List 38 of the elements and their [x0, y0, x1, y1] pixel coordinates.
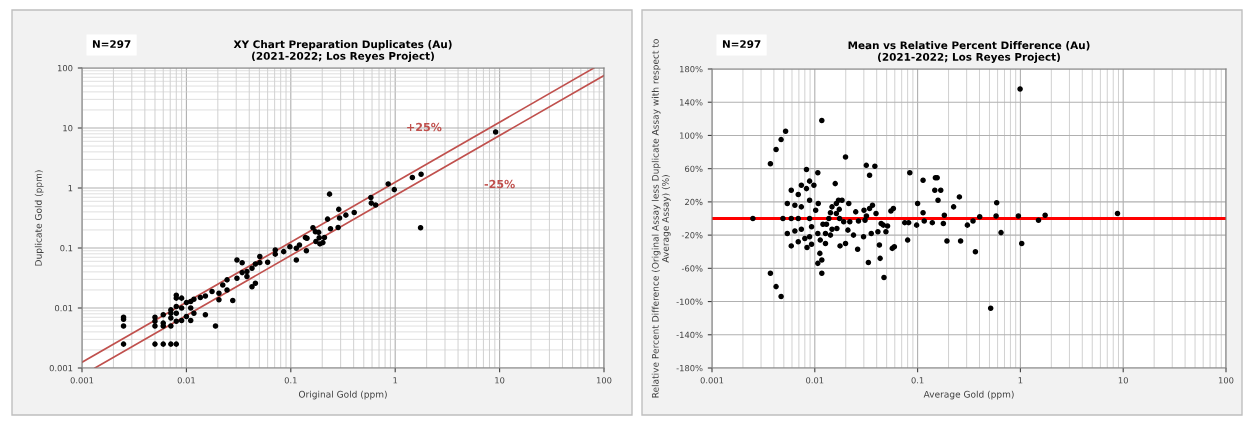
y-axis-title: Relative Percent Difference (Original Assay less Duplicate Assay with respect to Average Assay) (%) [651, 39, 671, 398]
y-tick-label: 100% [680, 132, 703, 139]
x-tick-label: 10 [1118, 377, 1128, 384]
chart-title: Mean vs Relative Percent Difference (Au) (2021-2022; Los Reyes Project) [848, 41, 1090, 63]
x-tick-label: 1 [393, 377, 398, 384]
y-tick-label: 1 [68, 185, 73, 192]
x-axis-title: Original Gold (ppm) [298, 390, 387, 400]
y-tick-label: 0.01 [54, 304, 73, 312]
x-tick-label: 100 [1218, 377, 1234, 384]
x-tick-label: 0.1 [284, 377, 297, 384]
y-tick-label: 180% [680, 65, 703, 73]
annotation: -25% [484, 179, 515, 189]
x-tick-label: 0.1 [911, 377, 924, 384]
x-tick-label: 10 [495, 377, 505, 384]
x-tick-label: 0.001 [70, 377, 94, 384]
y-tick-label: 0.001 [49, 364, 73, 372]
y-tick-label: 20% [685, 198, 703, 206]
text: N=297 [722, 40, 761, 49]
y-tick-label: -20% [681, 232, 703, 239]
x-tick-label: 0.001 [700, 377, 724, 384]
chart-title: XY Chart Preparation Duplicates (Au) (2021-2022; Los Reyes Project) [233, 40, 452, 62]
y-axis-title: Duplicate Gold (ppm) [34, 170, 44, 266]
y-tick-label: 10 [63, 124, 73, 132]
x-tick-label: 1 [1018, 377, 1023, 384]
y-tick-label: 60% [685, 165, 703, 172]
annotation: +25% [407, 122, 442, 132]
x-tick-label: 0.01 [806, 377, 824, 384]
x-axis-title: Average Gold (ppm) [923, 390, 1014, 400]
y-tick-label: -100% [676, 298, 703, 305]
y-tick-label: 100 [57, 64, 73, 72]
x-tick-label: 0.01 [177, 377, 195, 384]
y-tick-label: -140% [676, 331, 703, 339]
y-tick-label: -180% [676, 364, 703, 372]
text: N=297 [92, 40, 131, 49]
y-tick-label: 0.1 [60, 244, 73, 252]
y-tick-label: 140% [680, 99, 703, 106]
x-tick-label: 100 [596, 377, 612, 384]
y-tick-label: -60% [681, 265, 703, 272]
